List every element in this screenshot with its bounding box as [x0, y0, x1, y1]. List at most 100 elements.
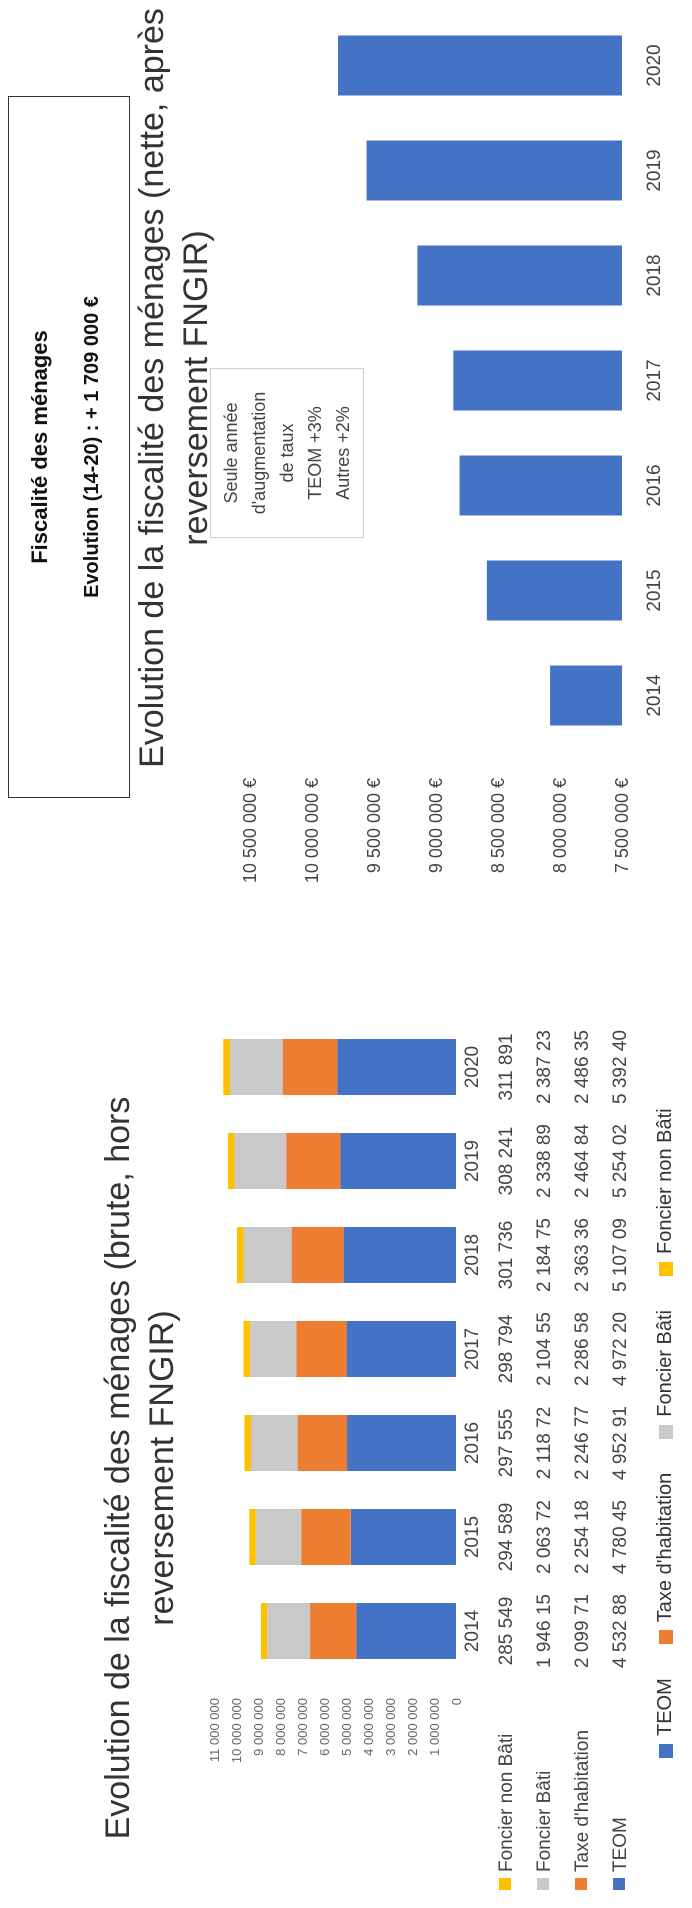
category-label: 2016: [462, 1422, 483, 1464]
y-tick-label: 8 500 000 €: [488, 778, 508, 873]
stack-segment: [340, 1133, 456, 1189]
category-label: 2019: [462, 1140, 483, 1182]
table-cell-value: 4 532 88: [610, 1594, 631, 1668]
y-tick-label: 9 000 000 €: [426, 778, 446, 873]
net-bar-chart: 7 500 000 € 8 000 000 € 8 500 000 € 9 000 0…: [240, 35, 665, 883]
net-chart-title: Evolution de la fiscalité des ménages (n…: [133, 8, 215, 768]
net-bar: [338, 35, 622, 96]
stack-segment: [346, 1321, 456, 1377]
legend-label-foncier-bati: Foncier Bâti: [654, 1310, 676, 1417]
category-label: 2015: [644, 569, 665, 611]
header-subtitle: Evolution (14-20) : + 1 709 000 €: [81, 296, 103, 598]
y-tick-label: 2 000 000: [405, 1698, 420, 1756]
stack-segment: [255, 1509, 302, 1565]
stack-segment: [356, 1603, 456, 1659]
table-cell-value: 5 392 40: [610, 1030, 631, 1104]
category-label: 2020: [462, 1046, 483, 1088]
legend-item-foncier-non-bati: Foncier non Bâti: [654, 1108, 677, 1277]
table-cell-value: 4 972 20: [610, 1312, 631, 1386]
category-label: 2014: [644, 674, 665, 717]
category-label: 2020: [644, 44, 665, 86]
stack-segment: [310, 1603, 357, 1659]
stack-segment: [260, 1603, 268, 1659]
table-cell-value: 2 363 36: [572, 1218, 593, 1292]
category-label: 2014: [462, 1609, 483, 1652]
legend-swatch-teom: [658, 1744, 673, 1758]
table-row-label: Foncier Bâti: [534, 1771, 555, 1872]
table-cell-value: 2 338 89: [534, 1124, 555, 1198]
stack-segment: [291, 1227, 344, 1283]
net-bar: [453, 350, 622, 411]
gross-stacked-chart: 0 1 000 000 2 000 000 3 000 000 4 000 000 5 0…: [207, 1030, 631, 1890]
callout-line-3: de taux: [277, 423, 297, 483]
table-cell-value: 2 464 84: [572, 1124, 593, 1198]
stack-segment: [243, 1227, 292, 1283]
gross-legend: TEOM Taxe d'habitation Foncier Bâti Fonc…: [654, 1108, 677, 1758]
stack-segment: [301, 1509, 351, 1565]
table-cell-value: 5 254 02: [610, 1124, 631, 1198]
y-tick-label: 7 500 000 €: [612, 778, 632, 873]
stack-segment: [234, 1133, 287, 1189]
y-tick-label: 6 000 000: [317, 1698, 332, 1756]
table-cell-value: 285 549: [496, 1597, 517, 1666]
legend-swatch-foncier-non-bati: [658, 1262, 673, 1277]
net-bar: [486, 560, 622, 621]
legend-item-teom: TEOM: [654, 1678, 677, 1758]
y-tick-label: 9 000 000: [251, 1698, 266, 1756]
rate-increase-callout: Seule année d'augmentation de taux TEOM …: [210, 368, 364, 538]
category-label: 2017: [462, 1328, 483, 1370]
stack-segment: [337, 1039, 456, 1095]
table-cell-value: 2 254 18: [572, 1500, 593, 1574]
stack-segment: [350, 1509, 456, 1565]
stack-segment: [244, 1415, 251, 1471]
stack-segment: [267, 1603, 311, 1659]
y-tick-label: 10 000 000 €: [302, 778, 322, 883]
category-label: 2017: [644, 359, 665, 401]
table-cell-value: 2 099 71: [572, 1594, 593, 1668]
category-label: 2018: [462, 1234, 483, 1276]
stack-segment: [230, 1039, 283, 1095]
callout-line-2: d'augmentation: [249, 391, 269, 515]
net-bar: [459, 455, 622, 516]
stack-segment: [286, 1133, 341, 1189]
callout-line-5: Autres +2%: [333, 406, 353, 500]
stack-segment: [282, 1039, 338, 1095]
table-cell-value: 4 780 45: [610, 1500, 631, 1574]
y-tick-label: 8 000 000: [273, 1698, 288, 1756]
y-tick-label: 9 500 000 €: [364, 778, 384, 873]
category-label: 2019: [644, 149, 665, 191]
y-tick-label: 7 000 000: [295, 1698, 310, 1756]
table-row-label: Taxe d'habitation: [572, 1730, 593, 1872]
y-tick-label: 3 000 000: [383, 1698, 398, 1756]
stack-segment: [236, 1227, 244, 1283]
stack-segment: [243, 1321, 251, 1377]
table-cell-value: 2 387 23: [534, 1030, 555, 1104]
table-cell-value: 2 486 35: [572, 1030, 593, 1104]
stack-segment: [296, 1321, 347, 1377]
table-row-swatch: [613, 1878, 625, 1890]
net-bar: [550, 665, 622, 726]
header-box: Fiscalité des ménages Evolution (14-20) …: [8, 96, 130, 798]
net-bar: [366, 140, 622, 201]
table-cell-value: 4 952 91: [610, 1406, 631, 1480]
table-cell-value: 301 736: [496, 1221, 517, 1290]
y-tick-label: 8 000 000 €: [550, 778, 570, 873]
table-row-swatch: [499, 1878, 511, 1890]
net-bar: [417, 245, 622, 306]
stack-segment: [249, 1509, 256, 1565]
table-row-label: TEOM: [610, 1817, 631, 1872]
table-row-label: Foncier non Bâti: [496, 1734, 517, 1872]
table-cell-value: 298 794: [496, 1314, 517, 1383]
table-cell-value: 5 107 09: [610, 1218, 631, 1292]
header-title: Fiscalité des ménages: [27, 330, 52, 564]
stack-segment: [297, 1415, 348, 1471]
y-tick-label: 1 000 000: [427, 1698, 442, 1756]
legend-label-foncier-non-bati: Foncier non Bâti: [654, 1108, 676, 1255]
legend-swatch-foncier-bati: [658, 1424, 673, 1439]
table-cell-value: 2 104 55: [534, 1312, 555, 1386]
table-cell-value: 297 555: [496, 1409, 517, 1478]
callout-line-1: Seule année: [221, 402, 241, 504]
category-label: 2018: [644, 254, 665, 296]
table-cell-value: 2 286 58: [572, 1312, 593, 1386]
y-tick-label: 11 000 000: [207, 1698, 222, 1762]
